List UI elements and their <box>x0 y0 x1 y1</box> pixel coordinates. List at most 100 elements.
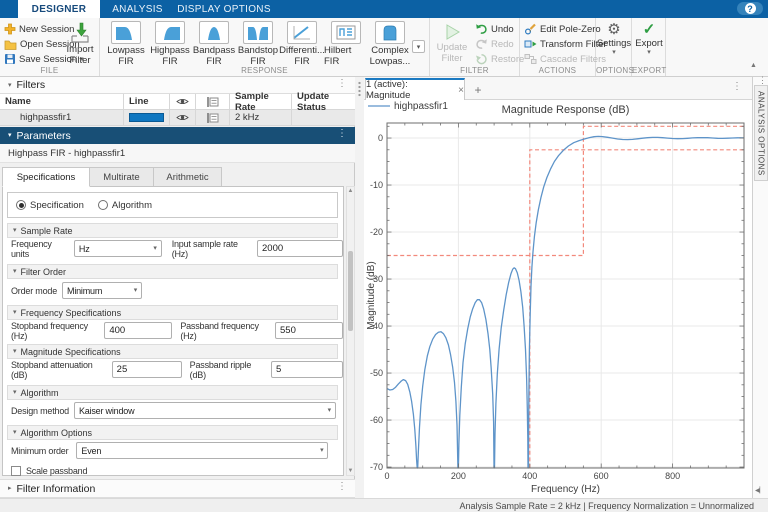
edit-pole-zero-button[interactable]: Edit Pole-Zero <box>524 22 601 36</box>
scroll-up-icon[interactable]: ▲ <box>347 188 354 194</box>
settings-button[interactable]: ⚙ Settings ▾ <box>596 21 632 57</box>
import-filter-button[interactable]: Import Filter <box>62 22 98 66</box>
ribbon-section-filter: Update Filter Undo Redo Restore FILTER <box>430 18 524 76</box>
filters-panel-header[interactable]: ▾ Filters ⋮ <box>0 77 355 94</box>
undo-icon <box>476 24 487 34</box>
column-name[interactable]: Name <box>0 94 124 110</box>
column-legend[interactable] <box>196 94 230 110</box>
export-button[interactable]: ✓ Export ▾ <box>635 21 663 57</box>
lowpass-fir-button[interactable]: Lowpass FIR <box>104 21 148 67</box>
magnitude-specifications-section-header[interactable]: ▾ Magnitude Specifications <box>7 344 338 359</box>
collapse-filters-icon: ▾ <box>8 81 12 89</box>
transform-filter-button[interactable]: Transform Filter <box>524 37 607 51</box>
filter-table-row[interactable]: highpassfir1 2 kHz <box>0 110 355 126</box>
tab-magnitude[interactable]: 1 (active): Magnitude × <box>365 78 465 101</box>
bandstop-fir-button[interactable]: Bandstop FIR <box>236 21 280 67</box>
parameters-panel-menu-icon[interactable]: ⋮ <box>337 128 347 139</box>
complex-lowpass-fir-button[interactable]: Complex Lowpas... <box>368 21 412 67</box>
order-mode-select[interactable]: Minimum ▾ <box>62 282 143 299</box>
filter-information-header[interactable]: ▸ Filter Information ⋮ <box>0 479 355 498</box>
panel-splitter[interactable] <box>355 77 364 498</box>
filter-legend-cell[interactable] <box>196 110 230 126</box>
tab-specifications[interactable]: Specifications <box>2 167 90 187</box>
stopband-attenuation-field[interactable] <box>111 361 182 378</box>
filters-panel-menu-icon[interactable]: ⋮ <box>337 78 347 89</box>
main-area: ▾ Filters ⋮ Name Line Sample Rate Update… <box>0 75 768 498</box>
line-color-swatch[interactable] <box>129 113 164 122</box>
input-sample-rate-field[interactable] <box>257 240 343 257</box>
algorithm-options-section-header[interactable]: ▾ Algorithm Options <box>7 425 338 440</box>
frequency-units-select[interactable]: Hz ▾ <box>73 240 162 257</box>
save-session-dropdown-icon[interactable]: ▾ <box>80 55 84 63</box>
stopband-frequency-field[interactable] <box>104 322 173 339</box>
analysis-options-strip: ⋮ ANALYSIS OPTIONS ◀▏ <box>752 75 768 498</box>
tab-analysis[interactable]: ANALYSIS <box>112 3 163 15</box>
filters-table-header: Name Line Sample Rate Update Status <box>0 91 355 113</box>
cascade-filters-button[interactable]: Cascade Filters <box>524 52 606 66</box>
complex-lowpass-icon <box>375 21 405 44</box>
scale-passband-checkbox[interactable] <box>11 465 21 476</box>
undo-button[interactable]: Undo <box>475 22 514 36</box>
passband-frequency-field[interactable] <box>275 322 343 339</box>
filter-visibility-cell[interactable] <box>170 110 196 126</box>
update-filter-button[interactable]: Update Filter <box>433 22 471 64</box>
passband-ripple-field[interactable] <box>271 361 343 378</box>
svg-text:Frequency (Hz): Frequency (Hz) <box>531 484 600 495</box>
parameters-scrollbar[interactable]: ▲ ▼ <box>346 186 355 476</box>
filter-line-cell[interactable] <box>124 110 170 126</box>
filter-order-section-header[interactable]: ▾ Filter Order <box>7 264 338 279</box>
tab-display-options[interactable]: DISPLAY OPTIONS <box>177 3 271 15</box>
minimum-order-select[interactable]: Even ▾ <box>76 442 329 459</box>
algorithm-section-header[interactable]: ▾ Algorithm <box>7 385 338 400</box>
expand-panel-icon[interactable]: ◀▏ <box>755 488 765 494</box>
scroll-down-icon[interactable]: ▼ <box>347 468 354 474</box>
specification-radio[interactable] <box>16 200 26 210</box>
redo-button[interactable]: Redo <box>475 37 514 51</box>
algorithm-radio[interactable] <box>97 200 108 210</box>
collapse-icon: ▾ <box>13 389 17 396</box>
filter-information-menu-icon[interactable]: ⋮ <box>337 481 347 492</box>
restore-button[interactable]: Restore <box>475 52 524 66</box>
analysis-panel: 0 200 400 600 800 0 -10 -20 -30 -40 -50 -60 -70 Magni… <box>364 77 752 498</box>
design-method-select[interactable]: Kaiser window ▾ <box>73 402 336 419</box>
analysis-options-tab[interactable]: ANALYSIS OPTIONS <box>754 85 768 181</box>
tab-multirate[interactable]: Multirate <box>90 167 154 187</box>
svg-text:Magnitude Response (dB): Magnitude Response (dB) <box>502 104 630 116</box>
specifications-form: Specification Algorithm ▾ Sample Rate Fre… <box>2 186 344 476</box>
save-session-button[interactable]: Save Session ▾ <box>4 52 84 66</box>
magnitude-response-chart[interactable]: 0 200 400 600 800 0 -10 -20 -30 -40 -50 -60 -70 Magni… <box>364 77 752 498</box>
frequency-specifications-section-header[interactable]: ▾ Frequency Specifications <box>7 305 338 320</box>
help-button[interactable]: ? <box>737 2 763 15</box>
response-gallery-expand-button[interactable]: ▾ <box>412 40 425 53</box>
column-visibility[interactable] <box>170 94 196 110</box>
tab-designer[interactable]: DESIGNER <box>18 0 100 18</box>
open-folder-icon <box>4 40 17 50</box>
svg-text:-10: -10 <box>370 180 383 190</box>
scrollbar-thumb[interactable] <box>348 251 353 331</box>
column-sample-rate[interactable]: Sample Rate <box>230 91 292 113</box>
options-section-label: OPTIONS <box>596 66 635 75</box>
help-icon: ? <box>744 3 756 14</box>
filter-name-cell[interactable]: highpassfir1 <box>0 110 124 126</box>
svg-text:-70: -70 <box>370 462 383 472</box>
collapse-ribbon-button[interactable]: ▲ <box>750 62 757 69</box>
analysis-tab-bar-menu-icon[interactable]: ⋮ <box>732 81 742 92</box>
new-session-button[interactable]: New Session <box>4 22 74 36</box>
column-update-status[interactable]: Update Status <box>292 91 355 113</box>
open-session-button[interactable]: Open Session <box>4 37 80 51</box>
gear-icon: ⚙ <box>607 21 621 38</box>
close-tab-icon[interactable]: × <box>458 84 464 96</box>
sample-rate-section-header[interactable]: ▾ Sample Rate <box>7 223 338 238</box>
parameters-panel-header[interactable]: ▾ Parameters ⋮ <box>0 127 355 144</box>
new-analysis-tab-button[interactable]: + <box>474 82 482 97</box>
column-line[interactable]: Line <box>124 94 170 110</box>
response-section-label: RESPONSE <box>241 66 288 75</box>
filter-section-label: FILTER <box>460 66 489 75</box>
design-mode-radio-group: Specification Algorithm <box>7 192 338 218</box>
hilbert-fir-button[interactable]: Hilbert FIR <box>324 21 368 67</box>
highpass-fir-button[interactable]: Highpass FIR <box>148 21 192 67</box>
strip-menu-icon[interactable]: ⋮ <box>758 75 767 85</box>
tab-arithmetic[interactable]: Arithmetic <box>154 167 222 187</box>
bandpass-fir-button[interactable]: Bandpass FIR <box>192 21 236 67</box>
differentiator-fir-button[interactable]: Differenti... FIR <box>279 21 325 67</box>
